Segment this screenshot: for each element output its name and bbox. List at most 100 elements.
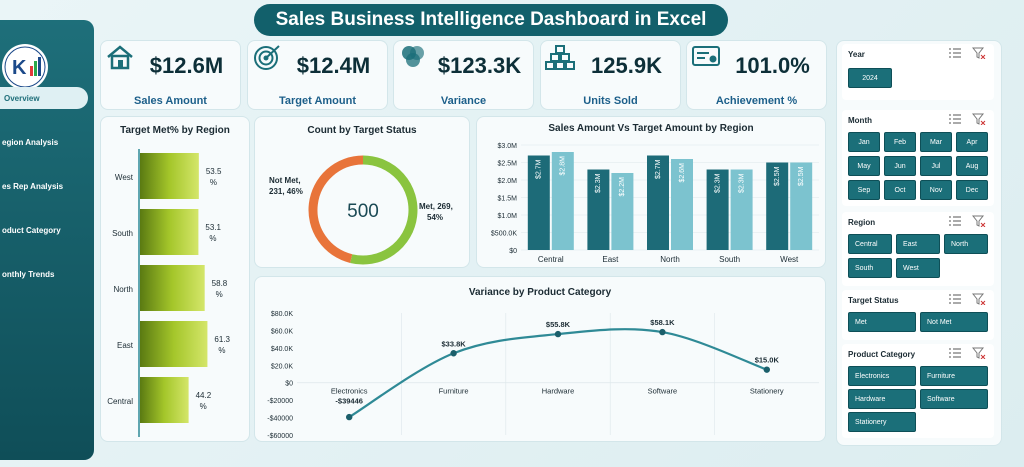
logo: K (2, 44, 48, 90)
donut-slice (308, 155, 364, 263)
chart-title: Variance by Product Category (468, 287, 612, 298)
slicer-item[interactable]: Oct (884, 180, 916, 200)
category-label: Furniture (439, 387, 469, 396)
kpi-label: Variance (440, 95, 487, 107)
data-label: 231, 46% (269, 187, 303, 196)
y-tick-label: $0 (285, 381, 293, 388)
slicer-item[interactable]: Sep (848, 180, 880, 200)
data-label: Met, 269, (419, 202, 453, 211)
slicer-item[interactable]: Stationery (848, 412, 916, 432)
bar (766, 162, 789, 250)
y-tick-label: $1.0M (498, 213, 518, 220)
slicer-item[interactable]: Furniture (920, 366, 988, 386)
slicer-item[interactable]: East (896, 234, 940, 254)
slicer-item[interactable]: Central (848, 234, 892, 254)
clear-filter-icon[interactable] (972, 113, 986, 125)
multi-select-icon[interactable] (948, 47, 962, 59)
bar (140, 153, 199, 199)
dashboard-title: Sales Business Intelligence Dashboard in… (254, 4, 728, 36)
panel-target-met: Target Met% by Region West 53.5% South 53.1… (100, 116, 250, 442)
category-label: Electronics (331, 387, 368, 396)
multi-select-icon[interactable] (948, 215, 962, 227)
y-tick-label: $1.5M (498, 196, 518, 203)
data-label: $2.7M (536, 159, 543, 179)
category-label: Central (538, 255, 564, 264)
slicer-item[interactable]: Software (920, 389, 988, 409)
multi-select-icon[interactable] (948, 347, 962, 359)
category-label: Stationery (750, 387, 784, 396)
nav-sales-rep-analysis[interactable]: es Rep Analysis (2, 181, 64, 191)
slicer-item[interactable]: Met (848, 312, 916, 332)
slicer-item[interactable]: South (848, 258, 892, 278)
sales-vs-target-chart: $0 $500.0K $1.0M $1.5M $2.0M $2.5M $3.0M $2.7M $… (491, 143, 819, 264)
bar (140, 377, 189, 423)
slicer-item[interactable]: Feb (884, 132, 916, 152)
slicer-item[interactable]: Nov (920, 180, 952, 200)
slicer-item[interactable]: Dec (956, 180, 988, 200)
data-label: % (210, 178, 217, 187)
multi-select-icon[interactable] (948, 293, 962, 305)
slicer-item[interactable]: Electronics (848, 366, 916, 386)
data-label: $2.6M (679, 163, 686, 183)
y-tick-label: $60.0K (271, 328, 294, 335)
nav-monthly-trends[interactable]: onthly Trends (2, 269, 55, 279)
logo-letter: K (12, 57, 27, 79)
house-icon (107, 45, 133, 70)
multi-select-icon[interactable] (948, 113, 962, 125)
slicer-title: Year (848, 50, 865, 59)
slicer-item[interactable]: May (848, 156, 880, 176)
slicer-month: Month Jan Feb Mar Apr May Jun Jul Aug Sep Oct Nov D… (842, 110, 994, 206)
slicer-item[interactable]: Jun (884, 156, 916, 176)
y-tick-label: $20.0K (271, 363, 294, 370)
slicer-item[interactable]: Hardware (848, 389, 916, 409)
data-label: 58.8 (212, 279, 228, 288)
slicer-year: Year 2024 (842, 44, 994, 100)
slicer-item[interactable]: Jul (920, 156, 952, 176)
data-label: % (218, 346, 225, 355)
data-label: Not Met, (269, 176, 301, 185)
category-label: North (113, 285, 133, 294)
clear-filter-icon[interactable] (972, 215, 986, 227)
data-label: $2.7M (655, 159, 662, 179)
y-tick-label: $40.0K (271, 346, 294, 353)
bar (647, 155, 669, 250)
variance-category-chart: -$60000 -$40000 -$20000 $0 $20.0K $40.0K $60.0… (267, 311, 819, 440)
category-label: Software (648, 387, 678, 396)
slicer-item[interactable]: West (896, 258, 940, 278)
slicer-product-category: Product Category Electronics Furniture H… (842, 344, 994, 438)
y-tick-label: $3.0M (498, 143, 518, 150)
bar (671, 159, 693, 250)
clear-filter-icon[interactable] (972, 347, 986, 359)
slicer-item[interactable]: 2024 (848, 68, 892, 88)
category-label: Central (107, 397, 133, 406)
clear-filter-icon[interactable] (972, 47, 986, 59)
donut-center-value: 500 (347, 201, 379, 222)
clear-filter-icon[interactable] (972, 293, 986, 305)
bar (551, 152, 574, 250)
slicer-item[interactable]: Apr (956, 132, 988, 152)
bar (527, 155, 550, 250)
chart-title: Target Met% by Region (120, 125, 230, 136)
y-tick-label: $80.0K (271, 311, 294, 318)
kpi-label: Units Sold (583, 95, 638, 107)
y-tick-label: $2.5M (498, 161, 518, 168)
slicer-item[interactable]: North (944, 234, 988, 254)
data-point (659, 328, 666, 336)
nav-overview[interactable]: Overview (0, 87, 88, 109)
data-label: $2.8M (560, 156, 567, 176)
y-tick-label: -$60000 (267, 433, 293, 440)
slicer-item[interactable]: Jan (848, 132, 880, 152)
nav-region-analysis[interactable]: egion Analysis (2, 137, 59, 147)
slicer-item[interactable]: Not Met (920, 312, 988, 332)
data-point (450, 350, 457, 357)
slicer-item[interactable]: Aug (956, 156, 988, 176)
data-label: $2.2M (619, 177, 626, 197)
kpi-sales-amount: $12.6M Sales Amount (100, 40, 241, 110)
kpi-value: 101.0% (735, 53, 810, 78)
series-line (348, 328, 768, 419)
slicer-title: Target Status (848, 296, 899, 305)
data-label: 53.1 (205, 223, 221, 232)
bar (140, 321, 208, 367)
nav-product-category[interactable]: oduct Category (2, 225, 61, 235)
slicer-item[interactable]: Mar (920, 132, 952, 152)
